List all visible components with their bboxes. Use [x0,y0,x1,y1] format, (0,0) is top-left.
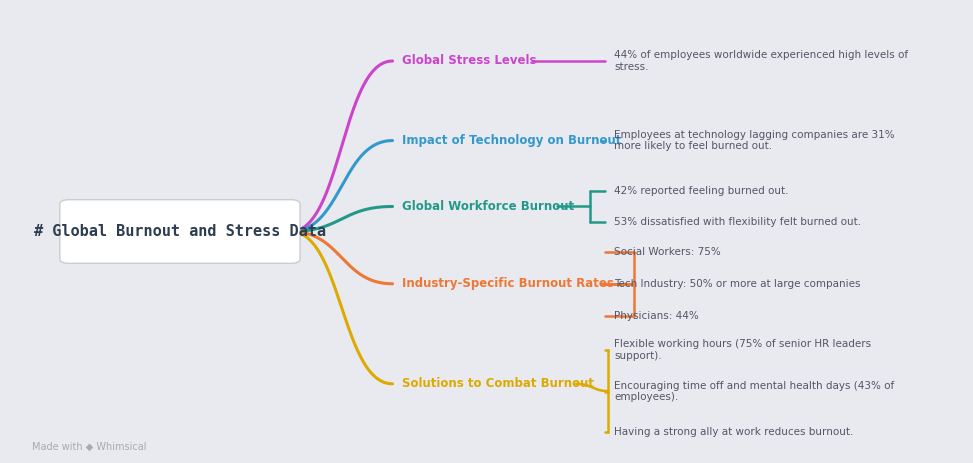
Text: 53% dissatisfied with flexibility felt burned out.: 53% dissatisfied with flexibility felt b… [614,218,861,227]
Text: Flexible working hours (75% of senior HR leaders
support).: Flexible working hours (75% of senior HR… [614,339,872,361]
Text: Industry-Specific Burnout Rates: Industry-Specific Burnout Rates [402,277,614,290]
Text: Solutions to Combat Burnout: Solutions to Combat Burnout [402,377,594,390]
Text: Made with ◆ Whimsical: Made with ◆ Whimsical [32,442,147,452]
Text: Having a strong ally at work reduces burnout.: Having a strong ally at work reduces bur… [614,427,853,438]
Text: Impact of Technology on Burnout: Impact of Technology on Burnout [402,134,621,147]
Text: Global Stress Levels: Global Stress Levels [402,55,536,68]
Text: Tech Industry: 50% or more at large companies: Tech Industry: 50% or more at large comp… [614,279,861,289]
FancyBboxPatch shape [59,200,300,263]
Text: 44% of employees worldwide experienced high levels of
stress.: 44% of employees worldwide experienced h… [614,50,909,72]
Text: Encouraging time off and mental health days (43% of
employees).: Encouraging time off and mental health d… [614,381,894,402]
Text: Social Workers: 75%: Social Workers: 75% [614,247,721,257]
Text: Global Workforce Burnout: Global Workforce Burnout [402,200,574,213]
Text: Employees at technology lagging companies are 31%
more likely to feel burned out: Employees at technology lagging companie… [614,130,895,151]
Text: # Global Burnout and Stress Data: # Global Burnout and Stress Data [34,224,326,239]
Text: 42% reported feeling burned out.: 42% reported feeling burned out. [614,186,789,195]
Text: Physicians: 44%: Physicians: 44% [614,311,699,320]
